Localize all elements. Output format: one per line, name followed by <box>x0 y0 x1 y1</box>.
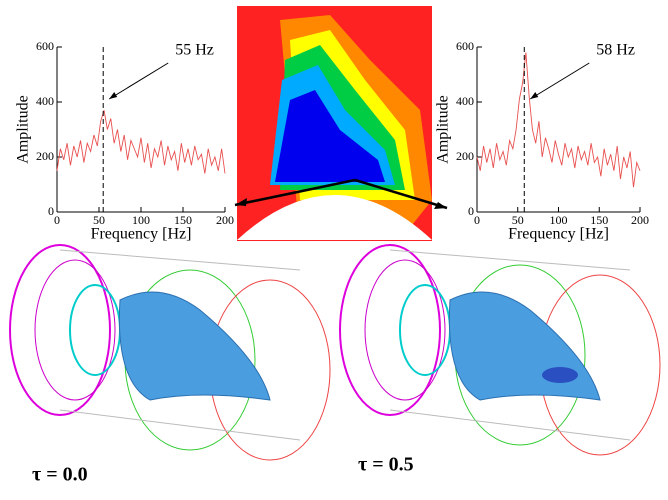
x-tick-label: 100 <box>550 213 568 227</box>
annotation: 55 Hz <box>175 42 214 59</box>
x-tick-label: 50 <box>93 213 105 227</box>
caption: τ = 0.0 <box>32 464 88 486</box>
y-tick-label: 0 <box>468 204 474 218</box>
y-axis-label: Amplitude <box>15 95 32 163</box>
y-tick-label: 400 <box>456 94 474 108</box>
x-tick-label: 0 <box>474 213 480 227</box>
y-tick-label: 400 <box>36 94 54 108</box>
x-tick-label: 200 <box>216 213 234 227</box>
y-tick-label: 200 <box>36 149 54 163</box>
x-tick-label: 100 <box>132 213 150 227</box>
render-right <box>339 244 661 456</box>
arrow-head <box>530 92 539 99</box>
annotation-arrow <box>108 62 169 100</box>
y-axis-label: Amplitude <box>435 95 452 163</box>
y-tick-label: 600 <box>456 39 474 53</box>
y-tick-label: 600 <box>36 39 54 53</box>
render-left <box>9 244 331 461</box>
x-tick-label: 200 <box>631 213 649 227</box>
contour-map <box>234 6 448 241</box>
arrow-head <box>109 92 118 99</box>
caption: τ = 0.5 <box>358 454 414 476</box>
spectrum-line <box>476 52 641 188</box>
x-tick-label: 0 <box>54 213 60 227</box>
x-axis-label: Frequency [Hz] <box>508 226 609 243</box>
annotation-arrow <box>530 62 590 100</box>
x-tick-label: 150 <box>590 213 608 227</box>
spectrum-line <box>56 110 226 174</box>
y-tick-label: 200 <box>456 149 474 163</box>
annotation: 58 Hz <box>596 42 635 59</box>
x-tick-label: 150 <box>174 213 192 227</box>
y-tick-label: 0 <box>48 204 54 218</box>
x-axis-label: Frequency [Hz] <box>91 226 192 243</box>
x-tick-label: 50 <box>512 213 524 227</box>
